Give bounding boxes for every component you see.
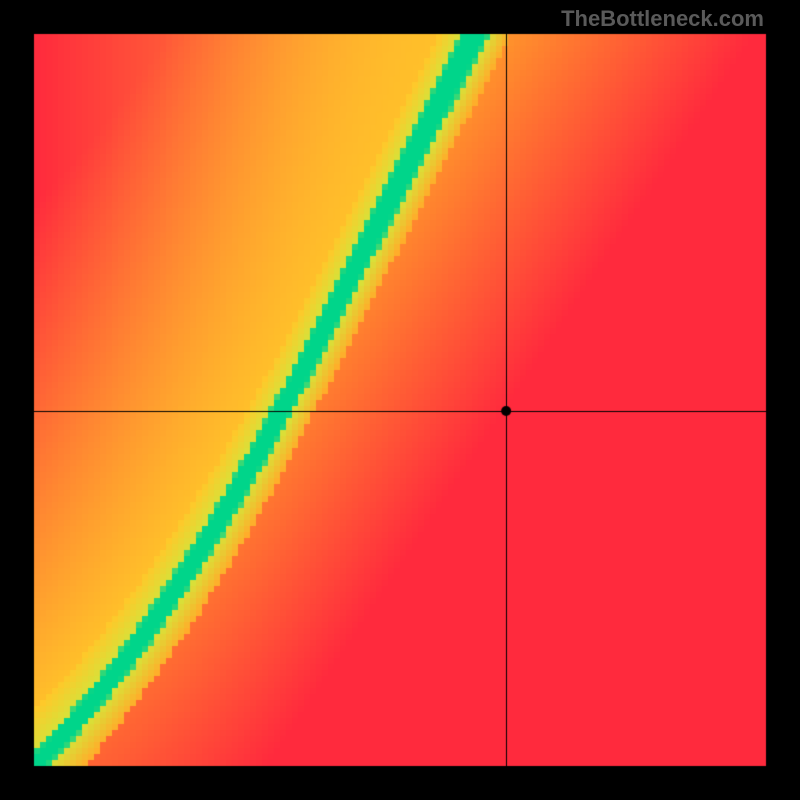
watermark-text: TheBottleneck.com bbox=[561, 6, 764, 32]
bottleneck-heatmap bbox=[0, 0, 800, 800]
chart-container: TheBottleneck.com bbox=[0, 0, 800, 800]
